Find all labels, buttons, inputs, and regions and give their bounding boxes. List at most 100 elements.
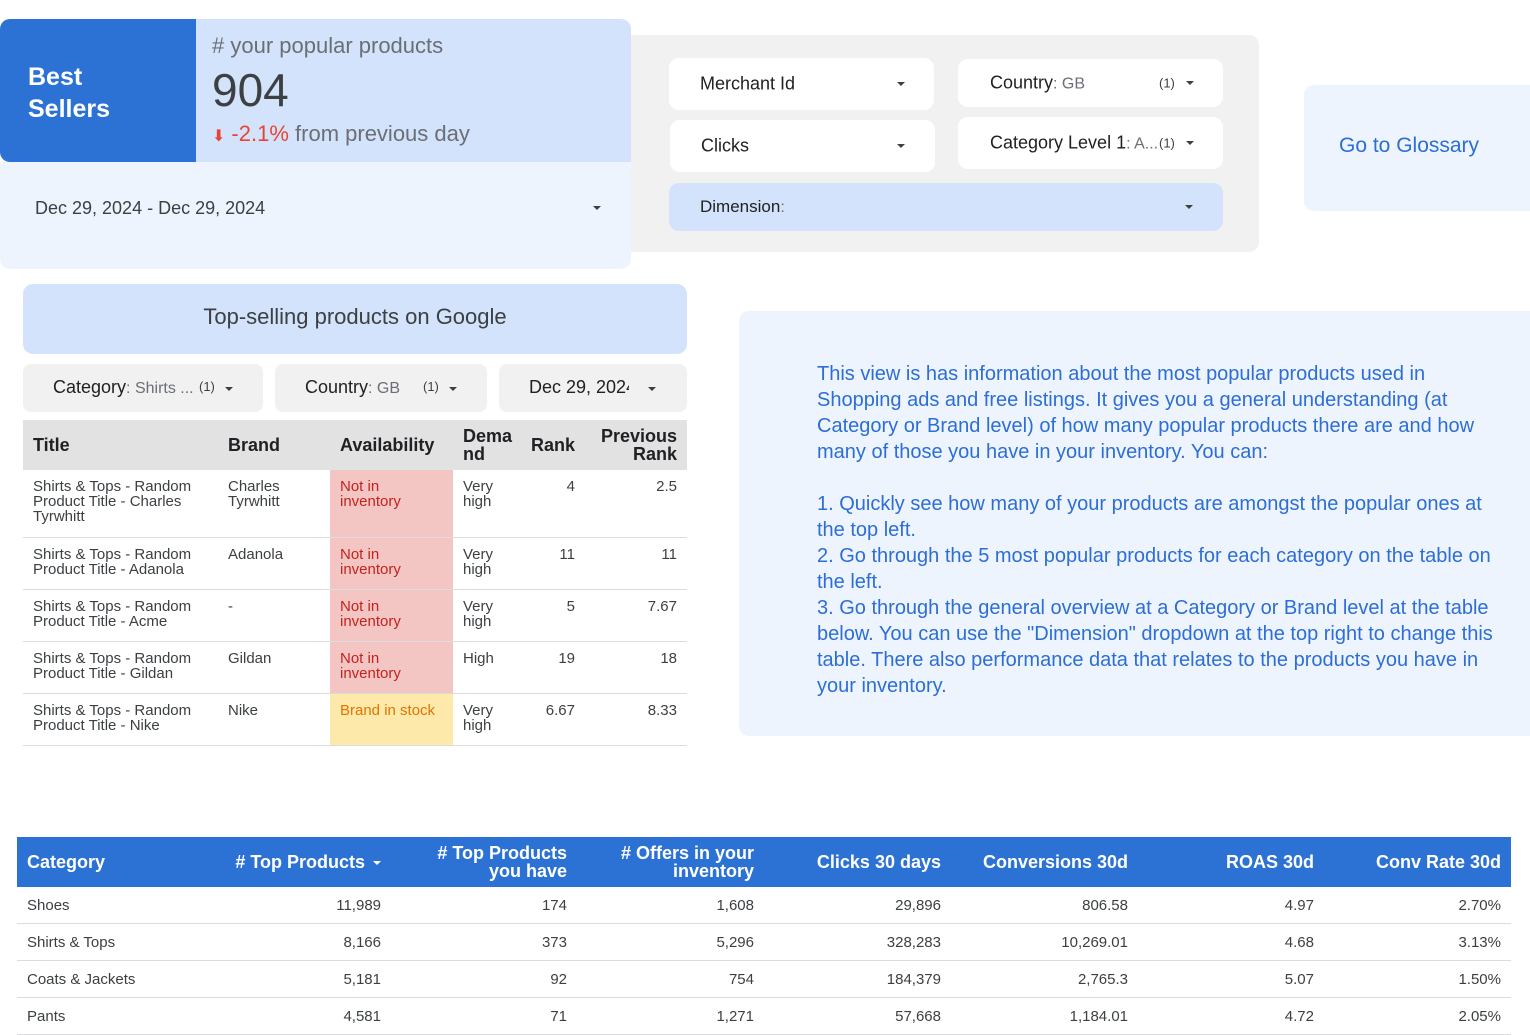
- conversions-cell: 806.58: [951, 887, 1138, 924]
- chevron-down-icon[interactable]: [593, 206, 601, 210]
- top-products-cell: 5,181: [204, 960, 391, 998]
- conv-rate-cell: 3.13%: [1324, 923, 1511, 961]
- date-range-picker[interactable]: Dec 29, 2024 - Dec 29, 2024: [0, 162, 631, 269]
- column-header-conv-rate[interactable]: Conv Rate 30d: [1324, 837, 1511, 887]
- column-header-rank[interactable]: Rank: [519, 420, 585, 470]
- info-point-3: 3. Go through the general overview at a …: [817, 597, 1493, 697]
- country-filter[interactable]: Country: GB (1): [958, 59, 1223, 107]
- column-header-demand[interactable]: Demand: [453, 420, 519, 470]
- product-rank: 11: [519, 537, 585, 590]
- product-availability: Brand in stock: [330, 693, 453, 746]
- top-products-you-have-cell: 71: [391, 997, 577, 1035]
- chevron-down-icon: [225, 387, 233, 391]
- table-row: Coats & Jackets 5,181 92 754 184,379 2,7…: [17, 960, 1511, 998]
- product-availability: Not in inventory: [330, 589, 453, 642]
- clicks-cell: 184,379: [764, 960, 951, 998]
- chevron-down-icon: [1186, 141, 1194, 145]
- table-category-filter[interactable]: Category: Shirts ... (1): [23, 364, 263, 412]
- product-demand: Very high: [453, 470, 519, 538]
- table-row: Pants 4,581 71 1,271 57,668 1,184.01 4.7…: [17, 997, 1511, 1035]
- product-previous-rank: 7.67: [585, 589, 687, 642]
- dimension-dropdown[interactable]: Dimension:: [669, 183, 1223, 231]
- top-products-cell: 8,166: [204, 923, 391, 961]
- kpi-value: 904: [212, 64, 289, 116]
- column-header-category[interactable]: Category: [17, 837, 204, 887]
- roas-cell: 5.07: [1138, 960, 1324, 998]
- column-header-brand[interactable]: Brand: [218, 420, 330, 470]
- kpi-change: ⬇ -2.1% from previous day: [212, 121, 470, 147]
- glossary-card: Go to Glossary: [1304, 85, 1530, 211]
- info-panel: This view is has information about the m…: [739, 311, 1530, 736]
- column-header-roas[interactable]: ROAS 30d: [1138, 837, 1324, 887]
- table-country-value: GB: [376, 380, 401, 397]
- product-title: Shirts & Tops - Random Product Title - A…: [23, 589, 218, 642]
- product-title: Shirts & Tops - Random Product Title - A…: [23, 537, 218, 590]
- product-rank: 4: [519, 470, 585, 538]
- date-range-value: Dec 29, 2024 - Dec 29, 2024: [35, 198, 266, 218]
- clicks-cell: 29,896: [764, 887, 951, 924]
- metric-dropdown[interactable]: Clicks: [670, 120, 935, 172]
- product-availability: Not in inventory: [330, 537, 453, 590]
- table-row: Shirts & Tops - Random Product Title - N…: [23, 693, 687, 746]
- filter-panel: Merchant Id Clicks Country: GB (1) Categ…: [631, 35, 1259, 252]
- category-level-filter[interactable]: Category Level 1: A... (1): [958, 117, 1223, 169]
- info-point-1: 1. Quickly see how many of your products…: [817, 493, 1482, 541]
- merchant-id-label: Merchant Id: [700, 73, 796, 94]
- merchant-id-dropdown[interactable]: Merchant Id: [669, 58, 934, 110]
- product-previous-rank: 8.33: [585, 693, 687, 746]
- column-header-conversions[interactable]: Conversions 30d: [951, 837, 1138, 887]
- popular-products-scorecard: # your popular products 904 ⬇ -2.1% from …: [196, 19, 631, 162]
- product-brand: Gildan: [218, 641, 330, 694]
- chevron-down-icon: [449, 387, 457, 391]
- product-brand: Adanola: [218, 537, 330, 590]
- column-header-availability[interactable]: Availability: [330, 420, 453, 470]
- offers-cell: 754: [577, 960, 764, 998]
- top-products-you-have-cell: 174: [391, 887, 577, 924]
- arrow-down-icon: ⬇: [212, 128, 226, 145]
- product-demand: High: [453, 641, 519, 694]
- kpi-change-value: -2.1%: [231, 121, 289, 146]
- product-brand: Nike: [218, 693, 330, 746]
- table-row: Shirts & Tops - Random Product Title - A…: [23, 589, 687, 642]
- product-demand: Very high: [453, 589, 519, 642]
- product-previous-rank: 2.5: [585, 470, 687, 538]
- product-title: Shirts & Tops - Random Product Title - C…: [23, 470, 218, 538]
- conv-rate-cell: 1.50%: [1324, 960, 1511, 998]
- category-level-value: A...: [1134, 135, 1159, 153]
- table-header-row: Category # Top Products # Top Products y…: [17, 837, 1511, 887]
- best-sellers-title: Best Sellers: [0, 19, 197, 162]
- product-demand: Very high: [453, 693, 519, 746]
- top-selling-title: Top-selling products on Google: [23, 284, 687, 354]
- conv-rate-cell: 2.70%: [1324, 887, 1511, 924]
- product-previous-rank: 18: [585, 641, 687, 694]
- product-rank: 19: [519, 641, 585, 694]
- info-text: This view is has information about the m…: [817, 361, 1497, 699]
- dimension-label: Dimension: [700, 197, 781, 216]
- product-brand: -: [218, 589, 330, 642]
- clicks-cell: 57,668: [764, 997, 951, 1035]
- category-cell: Coats & Jackets: [17, 960, 204, 998]
- conversions-cell: 2,765.3: [951, 960, 1138, 998]
- column-header-top-products-label: # Top Products: [235, 852, 365, 872]
- table-row: Shoes 11,989 174 1,608 29,896 806.58 4.9…: [17, 887, 1511, 924]
- product-demand: Very high: [453, 537, 519, 590]
- conversions-cell: 10,269.01: [951, 923, 1138, 961]
- column-header-top-products-you-have[interactable]: # Top Products you have: [391, 837, 577, 887]
- column-header-clicks[interactable]: Clicks 30 days: [764, 837, 951, 887]
- product-title: Shirts & Tops - Random Product Title - N…: [23, 693, 218, 746]
- table-date-filter[interactable]: Dec 29, 2024: [499, 364, 687, 412]
- top-products-cell: 11,989: [204, 887, 391, 924]
- table-row: Shirts & Tops 8,166 373 5,296 328,283 10…: [17, 923, 1511, 961]
- table-country-filter[interactable]: Country: GB (1): [275, 364, 487, 412]
- country-filter-value: GB: [1061, 75, 1086, 93]
- table-country-count: (1): [423, 379, 439, 394]
- column-header-top-products[interactable]: # Top Products: [204, 837, 391, 887]
- top-products-you-have-cell: 373: [391, 923, 577, 961]
- kpi-change-suffix: from previous day: [295, 121, 470, 146]
- go-to-glossary-link[interactable]: Go to Glossary: [1339, 134, 1480, 157]
- column-header-offers[interactable]: # Offers in your inventory: [577, 837, 764, 887]
- top-products-you-have-cell: 92: [391, 960, 577, 998]
- chevron-down-icon: [648, 387, 656, 391]
- column-header-previous-rank[interactable]: Previous Rank: [585, 420, 687, 470]
- column-header-title[interactable]: Title: [23, 420, 218, 470]
